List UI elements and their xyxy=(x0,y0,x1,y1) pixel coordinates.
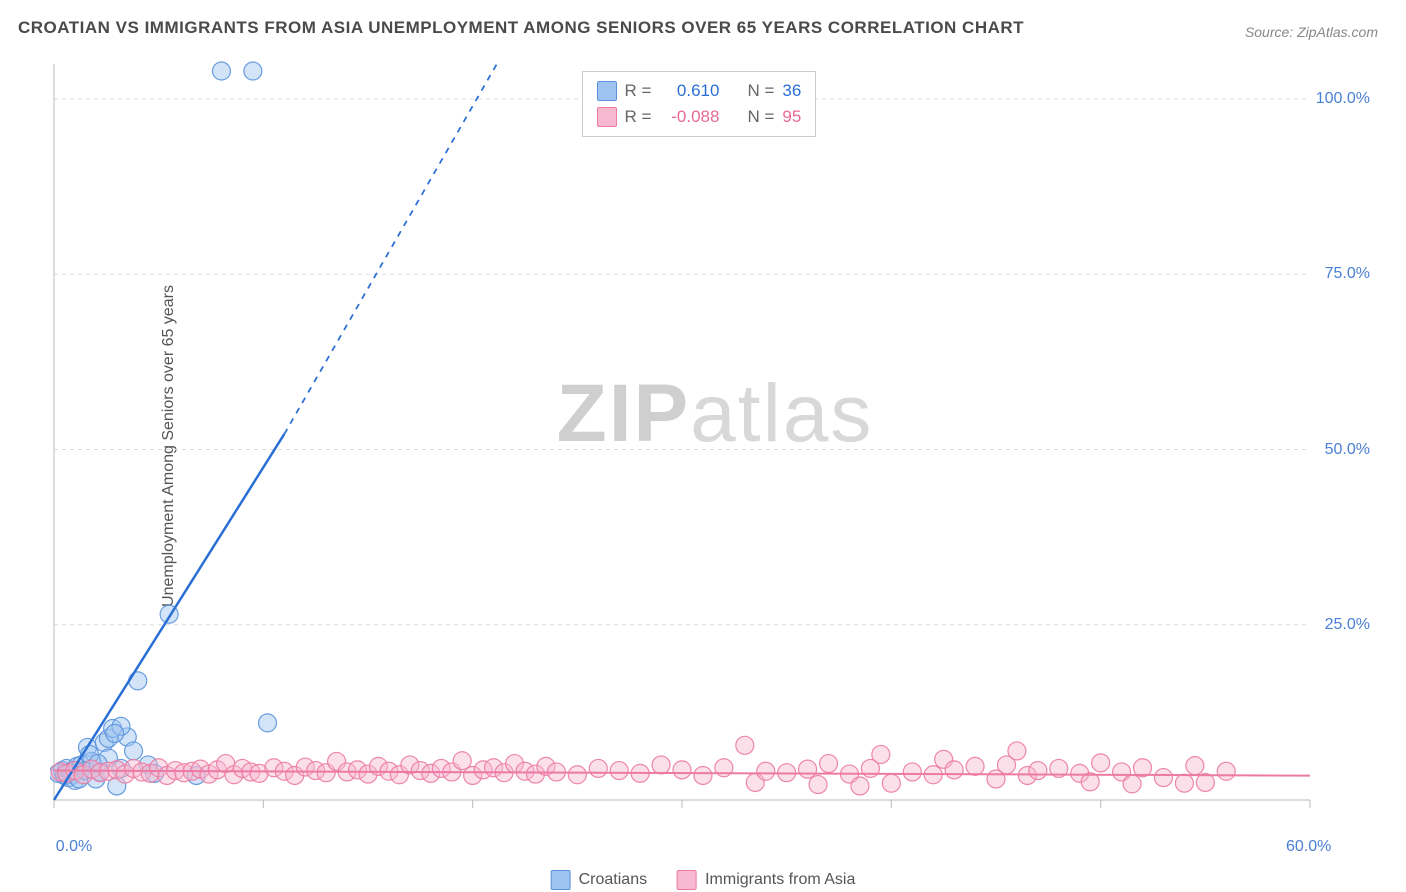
r-label: R = xyxy=(625,107,652,127)
legend-item-immigrants: Immigrants from Asia xyxy=(677,870,855,890)
y-tick-label: 75.0% xyxy=(1325,265,1370,283)
swatch-immigrants xyxy=(597,107,617,127)
swatch-immigrants xyxy=(677,870,697,890)
legend-label: Immigrants from Asia xyxy=(705,871,855,889)
chart-plot-area: ZIPatlas R = 0.610 N = 36 R = -0.088 N =… xyxy=(50,60,1380,830)
n-label: N = xyxy=(747,81,774,101)
y-tick-label: 100.0% xyxy=(1316,90,1370,108)
n-label: N = xyxy=(747,107,774,127)
r-value-immigrants: -0.088 xyxy=(659,107,719,127)
swatch-croatians xyxy=(597,81,617,101)
chart-title: CROATIAN VS IMMIGRANTS FROM ASIA UNEMPLO… xyxy=(18,18,1024,38)
source-attribution: Source: ZipAtlas.com xyxy=(1245,24,1378,40)
y-tick-label: 25.0% xyxy=(1325,616,1370,634)
n-value-immigrants: 95 xyxy=(782,107,801,127)
series-legend: Croatians Immigrants from Asia xyxy=(551,870,856,890)
r-value-croatians: 0.610 xyxy=(659,81,719,101)
x-tick-label: 60.0% xyxy=(1286,838,1331,856)
stats-row-immigrants: R = -0.088 N = 95 xyxy=(597,104,802,130)
n-value-croatians: 36 xyxy=(782,81,801,101)
y-tick-label: 50.0% xyxy=(1325,441,1370,459)
chart-svg xyxy=(50,60,1380,830)
legend-item-croatians: Croatians xyxy=(551,870,647,890)
stats-row-croatians: R = 0.610 N = 36 xyxy=(597,78,802,104)
x-tick-label: 0.0% xyxy=(56,838,92,856)
legend-label: Croatians xyxy=(579,871,647,889)
stats-legend: R = 0.610 N = 36 R = -0.088 N = 95 xyxy=(582,71,817,137)
swatch-croatians xyxy=(551,870,571,890)
r-label: R = xyxy=(625,81,652,101)
